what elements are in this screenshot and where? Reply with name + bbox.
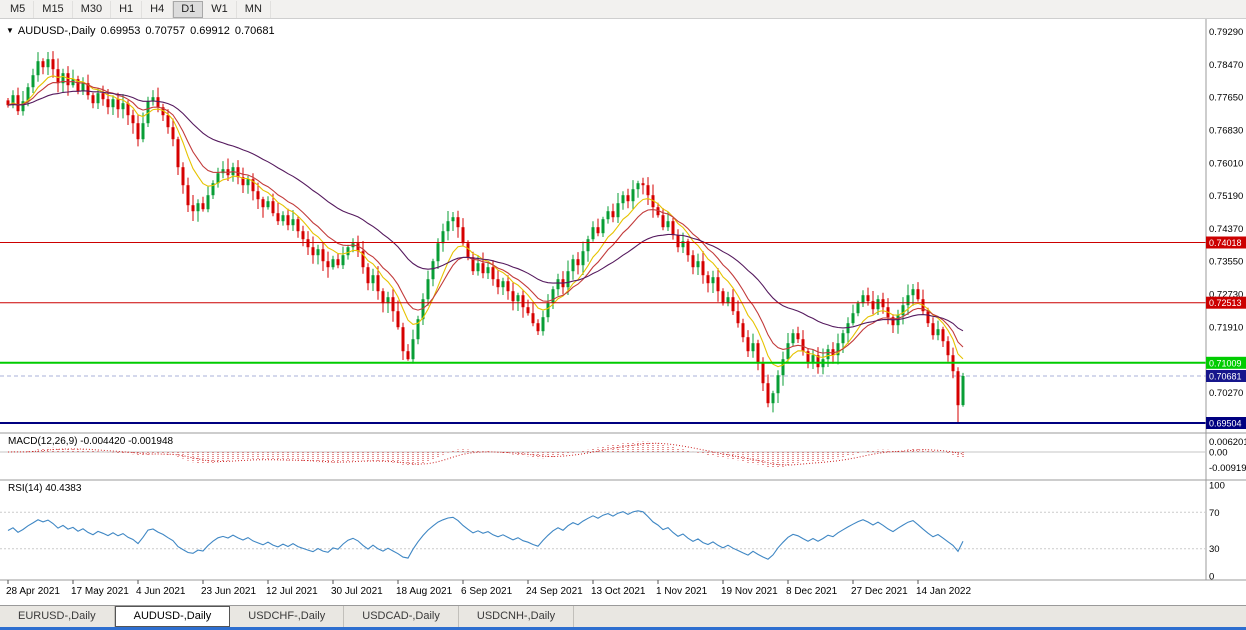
price-axis-label: 0.75190 bbox=[1209, 191, 1243, 202]
timeframe-button-m5[interactable]: M5 bbox=[2, 0, 35, 18]
date-axis-label: 24 Sep 2021 bbox=[526, 586, 583, 597]
price-badge-label: 0.69504 bbox=[1209, 419, 1242, 429]
price-badge-label: 0.72513 bbox=[1209, 298, 1242, 308]
candlestick-series bbox=[6, 51, 965, 424]
price-badge-label: 0.74018 bbox=[1209, 238, 1242, 248]
chart-symbol: AUDUSD-,Daily bbox=[17, 25, 96, 37]
date-axis-label: 13 Oct 2021 bbox=[591, 586, 646, 597]
tab-usdcad-daily[interactable]: USDCAD-,Daily bbox=[344, 606, 459, 627]
price-axis-label: 0.78470 bbox=[1209, 60, 1243, 71]
rsi-pane: 100 70 30 0 bbox=[0, 481, 1225, 583]
tab-audusd-daily[interactable]: AUDUSD-,Daily bbox=[114, 606, 231, 627]
price-badges: 0.74018 0.72513 0.71009 0.69504 0.70681 bbox=[1206, 236, 1246, 429]
rsi-axis-label: 100 bbox=[1209, 481, 1225, 492]
price-axis-label: 0.73550 bbox=[1209, 257, 1243, 268]
macd-axis-label: -0.009197 bbox=[1209, 463, 1246, 474]
price-axis-label: 0.76010 bbox=[1209, 158, 1243, 169]
macd-axis-label: 0.00 bbox=[1209, 448, 1228, 459]
date-axis-label: 12 Jul 2021 bbox=[266, 586, 318, 597]
chart-area: 0.79290 0.78470 0.77650 0.76830 0.76010 0.751… bbox=[0, 19, 1246, 605]
date-axis-label: 17 May 2021 bbox=[71, 586, 129, 597]
price-axis: 0.79290 0.78470 0.77650 0.76830 0.76010 0.751… bbox=[1209, 27, 1243, 399]
timeframe-toolbar: M5 M15 M30 H1 H4 D1 W1 MN bbox=[0, 0, 1246, 19]
ma-line-34 bbox=[7, 90, 964, 332]
price-axis-label: 0.70270 bbox=[1209, 388, 1243, 399]
timeframe-button-h4[interactable]: H4 bbox=[142, 0, 174, 18]
date-axis: 28 Apr 2021 17 May 2021 4 Jun 2021 23 Jun 2… bbox=[6, 580, 971, 597]
price-badge-0.74018 bbox=[1206, 236, 1246, 249]
date-axis-label: 23 Jun 2021 bbox=[201, 586, 256, 597]
price-axis-label: 0.72730 bbox=[1209, 290, 1243, 301]
date-axis-label: 14 Jan 2022 bbox=[916, 586, 971, 597]
chart-tabs-bar: EURUSD-,Daily AUDUSD-,Daily USDCHF-,Daily U… bbox=[0, 605, 1246, 627]
rsi-axis-label: 0 bbox=[1209, 572, 1214, 583]
date-axis-label: 8 Dec 2021 bbox=[786, 586, 838, 597]
pane-separators bbox=[0, 19, 1246, 581]
price-badge-0.72513 bbox=[1206, 296, 1246, 309]
price-axis-label: 0.77650 bbox=[1209, 93, 1243, 104]
price-axis-label: 0.71910 bbox=[1209, 322, 1243, 333]
macd-axis-label: 0.006201 bbox=[1209, 437, 1246, 448]
price-badge-0.70681 bbox=[1206, 370, 1246, 382]
price-badge-label: 0.71009 bbox=[1209, 358, 1242, 368]
date-axis-label: 6 Sep 2021 bbox=[461, 586, 513, 597]
date-axis-label: 28 Apr 2021 bbox=[6, 586, 60, 597]
horizontal-lines bbox=[0, 242, 1206, 424]
price-axis-label: 0.74370 bbox=[1209, 224, 1243, 235]
date-axis-label: 1 Nov 2021 bbox=[656, 586, 708, 597]
rsi-line bbox=[7, 510, 964, 560]
tab-eurusd-daily[interactable]: EURUSD-,Daily bbox=[0, 606, 115, 627]
rsi-label: RSI(14) 40.4383 bbox=[8, 483, 82, 494]
timeframe-button-mn[interactable]: MN bbox=[237, 0, 271, 18]
ohlc-open: 0.69953 bbox=[100, 25, 141, 37]
date-axis-label: 4 Jun 2021 bbox=[136, 586, 186, 597]
price-badge-label: 0.70681 bbox=[1209, 372, 1242, 382]
timeframe-button-w1[interactable]: W1 bbox=[203, 0, 237, 18]
ma-line-13 bbox=[7, 80, 964, 354]
date-axis-label: 18 Aug 2021 bbox=[396, 586, 453, 597]
chart-title: ▼ AUDUSD-,Daily 0.69953 0.70757 0.69912 0.706… bbox=[6, 25, 280, 37]
price-chart-canvas[interactable]: 0.79290 0.78470 0.77650 0.76830 0.76010 0.751… bbox=[0, 19, 1246, 605]
macd-signal-line bbox=[7, 442, 964, 466]
timeframe-button-d1[interactable]: D1 bbox=[173, 0, 204, 18]
rsi-axis-label: 30 bbox=[1209, 544, 1220, 555]
dropdown-triangle-icon[interactable]: ▼ bbox=[6, 26, 14, 35]
date-axis-label: 19 Nov 2021 bbox=[721, 586, 778, 597]
price-badge-0.71009 bbox=[1206, 356, 1246, 369]
date-axis-label: 27 Dec 2021 bbox=[851, 586, 908, 597]
tab-usdcnh-daily[interactable]: USDCNH-,Daily bbox=[459, 606, 575, 627]
timeframe-button-m30[interactable]: M30 bbox=[73, 0, 112, 18]
timeframe-button-h1[interactable]: H1 bbox=[111, 0, 143, 18]
tab-usdchf-daily[interactable]: USDCHF-,Daily bbox=[230, 606, 345, 627]
price-badge-0.69504 bbox=[1206, 417, 1246, 429]
date-axis-label: 30 Jul 2021 bbox=[331, 586, 383, 597]
price-axis-label: 0.76830 bbox=[1209, 126, 1243, 137]
timeframe-button-m15[interactable]: M15 bbox=[34, 0, 73, 18]
ohlc-low: 0.69912 bbox=[190, 25, 230, 37]
rsi-axis-label: 70 bbox=[1209, 508, 1220, 519]
window-bottom-edge bbox=[0, 627, 1246, 630]
macd-label: MACD(12,26,9) -0.004420 -0.001948 bbox=[8, 436, 174, 447]
ohlc-high: 0.70757 bbox=[145, 25, 186, 37]
price-axis-label: 0.79290 bbox=[1209, 27, 1243, 38]
ma-line-8 bbox=[7, 75, 964, 368]
ohlc-close: 0.70681 bbox=[234, 25, 275, 37]
